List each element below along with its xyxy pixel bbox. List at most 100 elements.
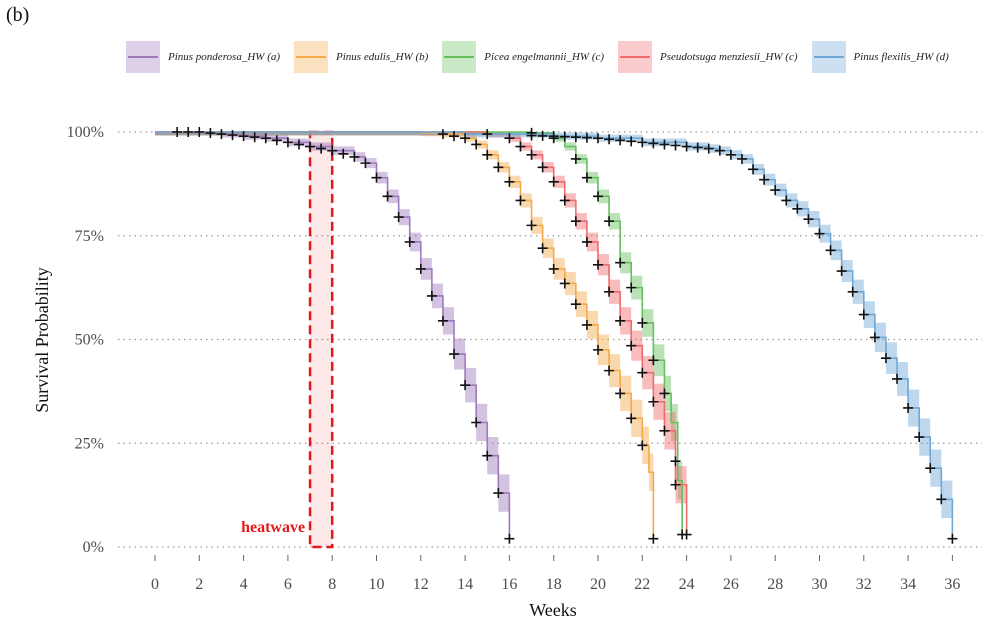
y-tick-label: 50% [75, 332, 104, 349]
censor-mark [548, 263, 559, 274]
censor-mark [537, 162, 548, 173]
censor-mark [648, 396, 659, 407]
censor-mark [659, 139, 670, 150]
censor-mark [681, 529, 692, 540]
censor-mark [437, 315, 448, 326]
censor-mark [593, 191, 603, 202]
legend-swatch [442, 41, 477, 73]
censor-mark [593, 344, 603, 355]
censor-mark [626, 340, 637, 351]
censor-mark [482, 450, 493, 461]
legend-label: Pinus edulis_HW (b) [336, 51, 429, 63]
x-tick-label: 2 [195, 576, 203, 593]
censor-mark [338, 148, 349, 159]
censor-mark [293, 139, 304, 150]
censor-mark [548, 176, 559, 187]
censor-mark [637, 440, 648, 451]
censor-mark [382, 191, 393, 202]
censor-mark [781, 195, 792, 206]
censor-mark [593, 259, 603, 270]
x-tick-label: 0 [151, 576, 159, 593]
censor-mark [892, 373, 903, 384]
censor-mark [526, 130, 537, 141]
x-tick-label: 16 [501, 576, 517, 593]
censor-mark [537, 243, 548, 254]
censor-mark [449, 349, 460, 360]
censor-mark [681, 141, 692, 152]
x-tick-label: 32 [856, 576, 872, 593]
censor-mark [604, 286, 615, 297]
censor-mark [714, 145, 725, 156]
heatwave-box [308, 130, 334, 549]
censor-mark [626, 136, 637, 147]
censor-mark [581, 132, 592, 143]
censor-mark [581, 172, 592, 183]
censor-mark [504, 176, 515, 187]
censor-mark [626, 413, 637, 424]
confidence-band [155, 132, 510, 547]
censor-mark [471, 139, 482, 150]
censor-mark [183, 127, 194, 137]
y-tick-label: 75% [75, 228, 104, 245]
censor-mark [172, 127, 183, 137]
censor-mark [471, 417, 482, 428]
x-tick-label: 22 [634, 576, 650, 593]
legend-item: Pseudotsuga menziesii_HW (c) [618, 41, 798, 73]
x-tick-label: 4 [240, 576, 248, 593]
censor-mark [415, 263, 426, 274]
chart-legend: Pinus ponderosa_HW (a) Pinus edulis_HW (b… [126, 40, 963, 74]
censor-mark [748, 164, 759, 175]
censor-mark [659, 388, 670, 399]
censor-mark [637, 367, 648, 378]
legend-item: Pinus flexilis_HW (d) [811, 41, 949, 73]
censor-mark [615, 135, 626, 146]
censor-mark [371, 172, 382, 183]
x-tick-label: 26 [723, 576, 739, 593]
censor-mark [814, 228, 825, 239]
y-tick-label: 100% [67, 124, 104, 141]
censor-mark [316, 143, 327, 154]
censor-mark [637, 137, 648, 148]
x-tick-label: 30 [812, 576, 828, 593]
censor-mark [869, 332, 880, 343]
censor-mark [526, 220, 537, 231]
legend-item: Pinus edulis_HW (b) [294, 41, 428, 73]
censor-mark [581, 319, 592, 330]
censor-mark [670, 479, 681, 490]
censor-mark [460, 380, 471, 391]
x-tick-label: 28 [767, 576, 783, 593]
survival-line [155, 131, 954, 539]
legend-label: Pseudotsuga menziesii_HW (c) [660, 51, 798, 63]
censor-mark [460, 133, 471, 144]
censor-mark [947, 533, 958, 544]
x-tick-label: 14 [457, 576, 473, 593]
x-tick-label: 34 [900, 576, 916, 593]
heatwave-label: heatwave [241, 519, 305, 536]
censor-mark [227, 130, 238, 141]
censor-mark [847, 286, 858, 297]
censor-mark [770, 185, 781, 196]
censor-mark [515, 195, 526, 206]
censor-mark [604, 134, 615, 145]
censor-mark [404, 236, 415, 247]
censor-mark [670, 140, 681, 151]
censor-mark [692, 142, 703, 153]
censor-mark [271, 135, 282, 146]
censor-mark [703, 143, 714, 154]
censor-mark [205, 128, 216, 139]
censor-mark [615, 388, 626, 399]
censor-mark [360, 158, 371, 169]
y-tick-label: 25% [75, 435, 104, 452]
censor-mark [803, 214, 814, 225]
censor-mark [559, 131, 570, 142]
x-tick-label: 36 [944, 576, 960, 593]
y-axis-title: Survival Probability [32, 267, 52, 413]
x-tick-label: 10 [369, 576, 385, 593]
legend-label: Pinus ponderosa_HW (a) [168, 51, 281, 63]
x-tick-label: 20 [590, 576, 606, 593]
censor-mark [327, 145, 338, 156]
censor-mark [559, 195, 570, 206]
x-tick-label: 6 [284, 576, 292, 593]
x-tick-label: 8 [328, 576, 336, 593]
